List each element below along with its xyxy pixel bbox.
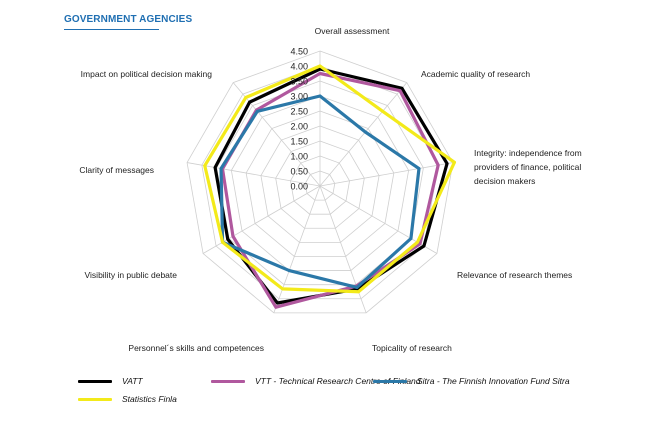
series-3-point-5	[281, 287, 284, 291]
grid-ring-5	[245, 110, 395, 257]
legend-label-vatt: VATT	[122, 376, 143, 386]
series-1-point-3	[418, 242, 422, 246]
tick-label-2: 1.00	[290, 152, 308, 162]
axis-label-4-line-0: Topicality of research	[372, 343, 452, 353]
axis-label-2: Integrity: independence from providers of…	[474, 148, 582, 186]
spoke-7	[186, 162, 321, 187]
legend-item-sitra: Sitra - The Finnish Innovation Fund Sitr…	[373, 376, 570, 386]
series-2-point-7	[219, 167, 223, 170]
tick-label-7: 3.50	[290, 77, 308, 87]
tick-label-4: 2.00	[290, 122, 308, 132]
tick-label-8: 4.00	[290, 62, 308, 72]
axis-label-2-line-1: providers of finance, political	[474, 162, 581, 172]
axis-label-5-line-0: Personnel´s skills and competences	[128, 343, 264, 353]
tick-label-9: 4.50	[290, 47, 308, 57]
legend-label-sitra: Sitra - The Finnish Innovation Fund Sitr…	[417, 376, 570, 386]
grid-ring-8	[201, 65, 439, 300]
grid-ring-9	[186, 50, 454, 314]
series-2-point-3	[409, 237, 413, 240]
axis-label-0: Overall assessment	[315, 26, 390, 36]
tick-label-1: 0.50	[290, 167, 308, 177]
spoke-5	[273, 185, 321, 313]
spoke-1	[319, 82, 408, 187]
series-2-point-8	[255, 109, 259, 113]
series-2-point-2	[417, 167, 421, 170]
series-0-point-8	[248, 100, 252, 104]
series-1-point-5	[274, 305, 278, 309]
series-3-point-1	[381, 109, 385, 113]
series-3-point-3	[416, 240, 419, 244]
series-3-point-6	[221, 240, 224, 244]
grid-ring-6	[230, 95, 410, 271]
series-3-point-7	[203, 164, 207, 168]
series-0-point-5	[276, 301, 279, 305]
series-1-point-1	[398, 89, 402, 93]
legend-swatch-vatt	[78, 379, 112, 383]
axis-label-8: Impact on political decision making	[81, 69, 213, 79]
axis-label-0-line-0: Overall assessment	[315, 26, 390, 36]
grid-ring-2	[290, 155, 350, 215]
series-0-point-6	[226, 237, 230, 241]
axis-label-8-line-0: Impact on political decision making	[81, 69, 213, 79]
axis-label-1-line-0: Academic quality of research	[421, 69, 530, 79]
axis-label-2-line-0: Integrity: independence from	[474, 148, 582, 158]
series-2-point-0	[318, 94, 322, 98]
series-1-point-0	[318, 72, 322, 75]
legend-swatch-statistics	[78, 397, 112, 401]
title-underline	[64, 29, 159, 30]
series-2-point-1	[363, 130, 367, 134]
axis-label-3-line-0: Relevance of research themes	[457, 270, 572, 280]
legend-item-vtt: VTT - Technical Research Centre of Finla…	[211, 376, 421, 386]
legend-label-statistics: Statistics Finla	[122, 394, 177, 404]
legend-item-statistics: Statistics Finla	[78, 394, 177, 404]
axis-label-4: Topicality of research	[372, 343, 452, 353]
radar-tick-labels: 0.00 0.50 1.00 1.50 2.00 2.50 3.00 3.50 4.00 4.50	[290, 47, 308, 192]
series-0-point-1	[400, 86, 404, 90]
legend-item-vatt: VATT	[78, 376, 143, 386]
series-0-point-2	[445, 162, 449, 165]
radar-series	[203, 64, 457, 309]
axis-label-5: Personnel´s skills and competences	[128, 343, 264, 353]
series-3-point-4	[357, 290, 360, 294]
grid-ring-3	[275, 140, 365, 229]
page-title: GOVERNMENT AGENCIES	[64, 14, 193, 25]
series-1-point-6	[231, 234, 235, 238]
axis-label-3: Relevance of research themes	[457, 270, 572, 280]
tick-label-6: 3.00	[290, 92, 308, 102]
axis-label-7-line-0: Clarity of messages	[79, 165, 154, 175]
axis-label-6-line-0: Visibility in public debate	[85, 270, 178, 280]
axis-label-1: Academic quality of research	[421, 69, 530, 79]
grid-ring-4	[260, 125, 380, 243]
tick-label-0: 0.00	[290, 182, 308, 192]
radar-grid	[186, 50, 454, 314]
spoke-2	[319, 162, 454, 187]
radar-axis-labels: Overall assessment Academic quality of re…	[79, 26, 581, 353]
axis-label-7: Clarity of messages	[79, 165, 154, 175]
series-2-point-4	[355, 286, 359, 289]
axis-label-2-line-2: decision makers	[474, 176, 535, 186]
grid-ring-7	[216, 80, 424, 286]
tick-label-3: 1.50	[290, 137, 308, 147]
series-2-point-5	[287, 269, 291, 272]
series-line-2	[219, 94, 421, 290]
legend-swatch-sitra	[373, 379, 407, 383]
grid-ring-1	[304, 170, 336, 201]
series-0-point-7	[213, 166, 217, 169]
legend-swatch-vtt	[211, 379, 245, 383]
tick-label-5: 2.50	[290, 107, 308, 117]
axis-label-6: Visibility in public debate	[85, 270, 178, 280]
series-line-3	[203, 64, 457, 294]
spoke-8	[232, 82, 321, 187]
series-0-point-3	[422, 244, 426, 248]
legend-label-vtt: VTT - Technical Research Centre of Finla…	[255, 376, 421, 386]
series-3-point-0	[318, 64, 322, 68]
series-3-point-8	[244, 96, 248, 99]
series-1-point-2	[436, 163, 440, 167]
series-3-point-2	[453, 160, 456, 164]
